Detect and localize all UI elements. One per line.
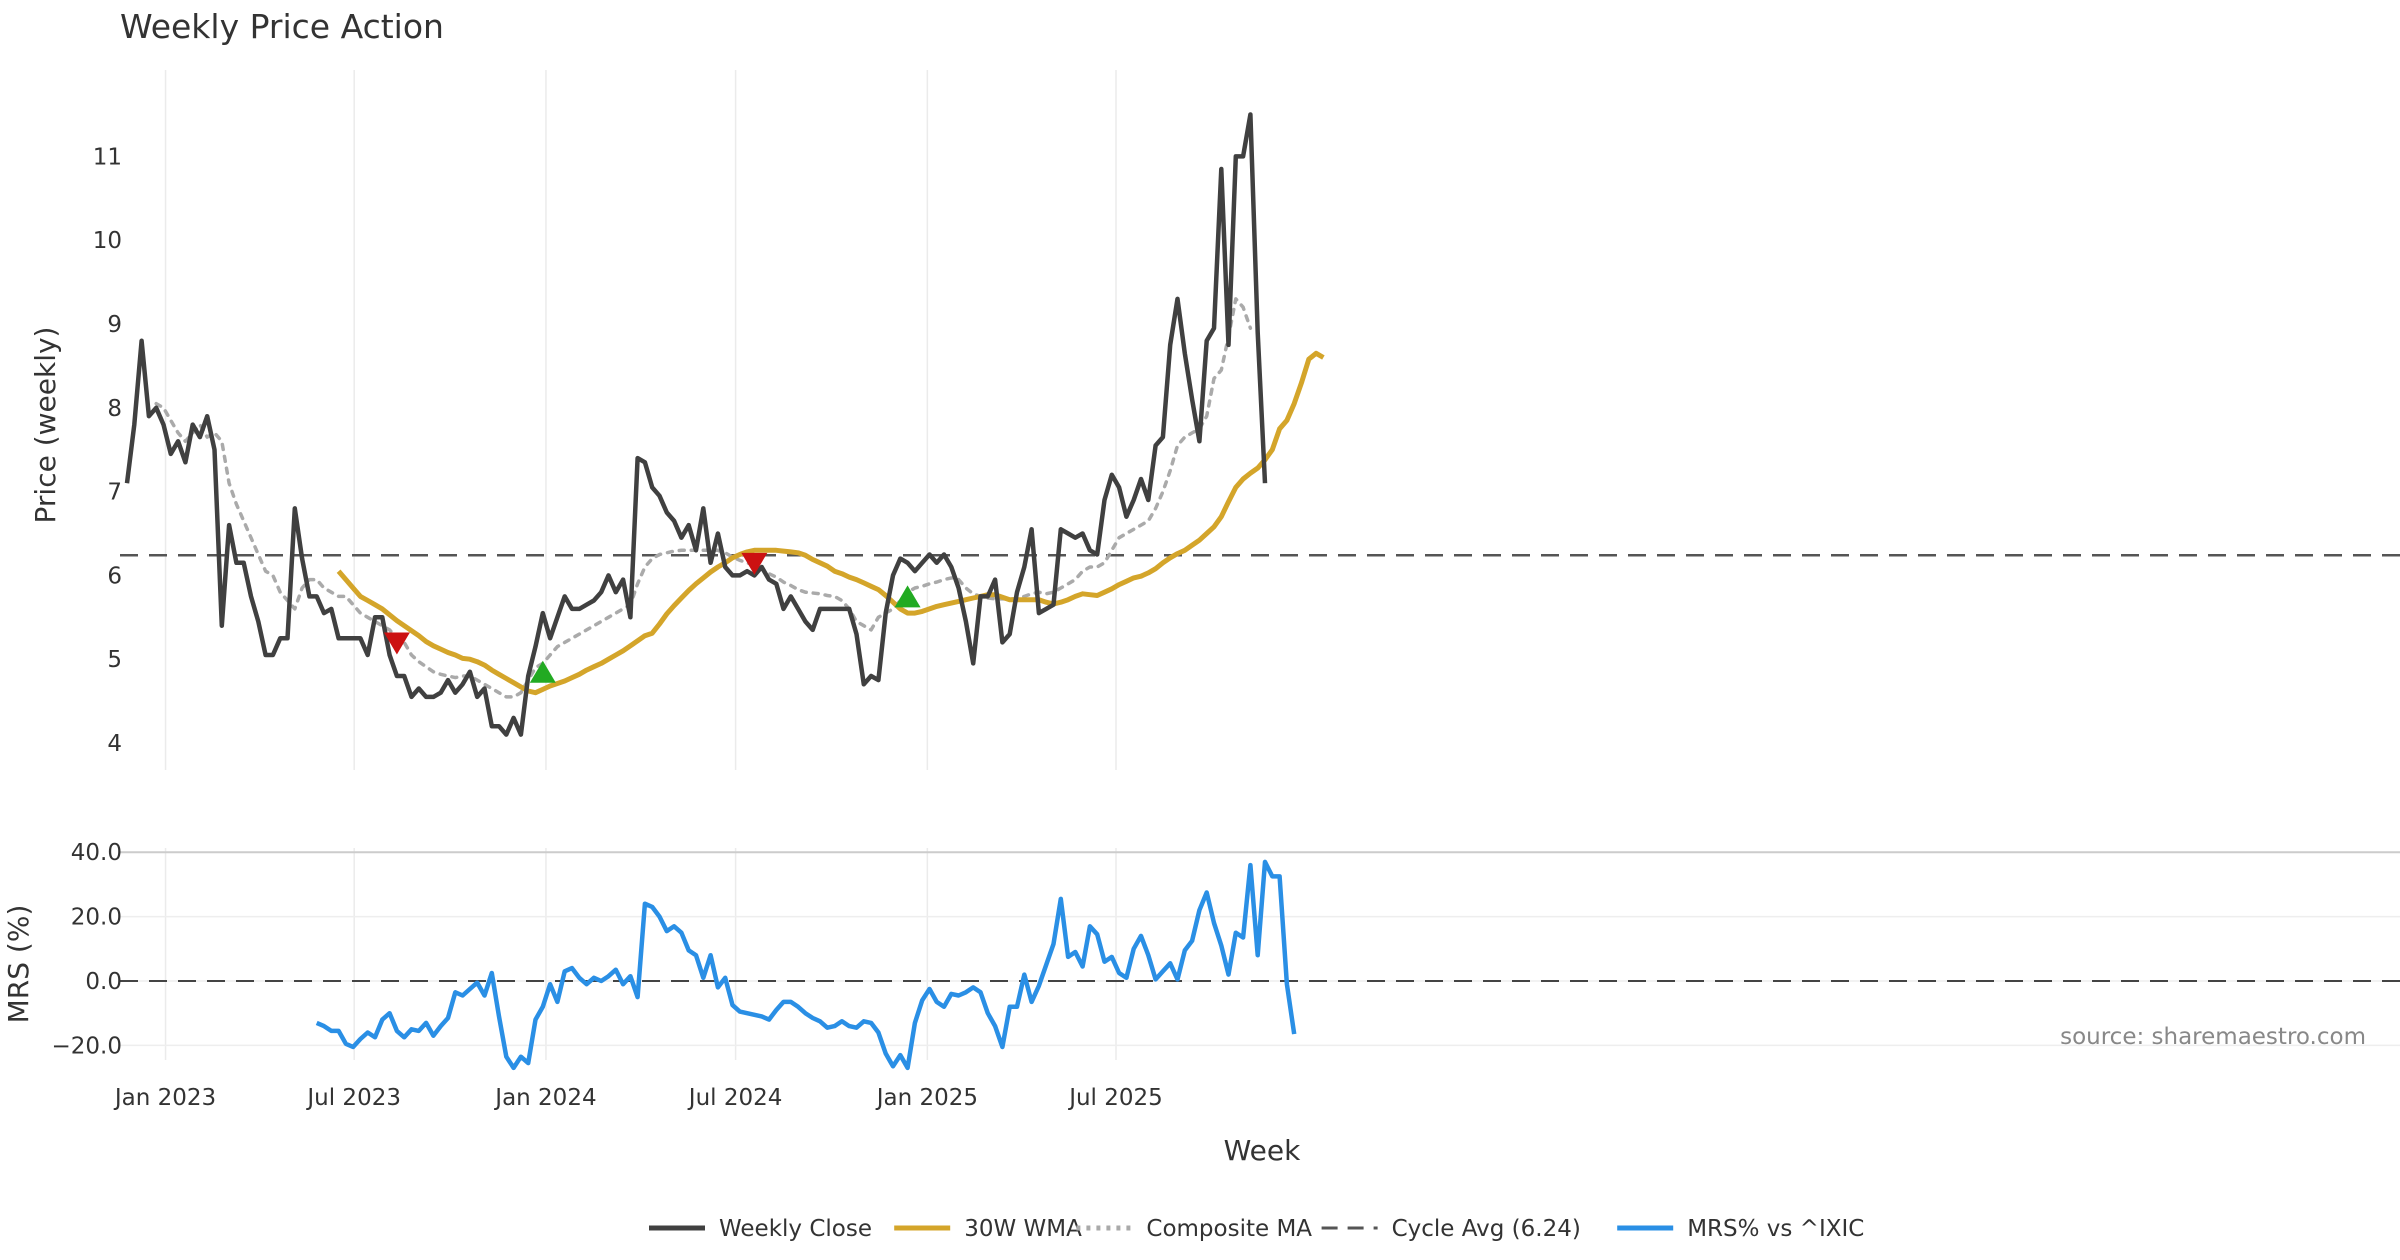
legend-label: 30W WMA bbox=[964, 1216, 1082, 1242]
mrs-y-tick-label: −20.0 bbox=[52, 1033, 122, 1059]
price-y-tick-label: 7 bbox=[107, 480, 122, 506]
legend-item: Cycle Avg (6.24) bbox=[1321, 1216, 1581, 1242]
mrs-y-tick-label: 0.0 bbox=[85, 969, 122, 995]
legend-item: Weekly Close bbox=[649, 1216, 872, 1242]
price-y-ticks: 4 5 6 7 8 9 10 11 bbox=[93, 144, 122, 757]
price-y-tick-label: 8 bbox=[107, 396, 122, 422]
sell-signal-marker bbox=[383, 632, 410, 655]
x-tick-label: Jul 2024 bbox=[687, 1085, 783, 1111]
30w-wma-line bbox=[336, 350, 1325, 696]
legend-item: Composite MA bbox=[1076, 1216, 1312, 1242]
x-axis-title: Week bbox=[1224, 1134, 1301, 1167]
x-tick-labels: Jan 2023 Jul 2023 Jan 2024 Jul 2024 Jan 2025… bbox=[113, 1085, 1163, 1111]
price-grid bbox=[164, 70, 1117, 770]
signal-markers bbox=[383, 552, 921, 683]
price-y-tick-label: 9 bbox=[107, 312, 122, 338]
x-tick-label: Jan 2023 bbox=[113, 1085, 216, 1111]
legend-item: MRS% vs ^IXIC bbox=[1617, 1216, 1864, 1242]
x-tick-label: Jan 2025 bbox=[875, 1085, 978, 1111]
price-y-tick-label: 5 bbox=[107, 647, 122, 673]
sell-signal-marker bbox=[741, 552, 768, 575]
legend-label: Cycle Avg (6.24) bbox=[1392, 1216, 1581, 1242]
legend-label: MRS% vs ^IXIC bbox=[1687, 1216, 1864, 1242]
mrs-y-ticks: −20.0 0.0 20.0 40.0 bbox=[52, 840, 122, 1059]
chart-title: Weekly Price Action bbox=[120, 7, 444, 46]
mrs-line bbox=[315, 859, 1297, 1071]
mrs-y-tick-label: 40.0 bbox=[71, 840, 122, 866]
legend: Weekly Close 30W WMA Composite MA Cycle Avg… bbox=[649, 1216, 1864, 1242]
price-y-tick-label: 10 bbox=[93, 228, 122, 254]
price-y-tick-label: 4 bbox=[107, 731, 122, 757]
composite-ma-line bbox=[154, 297, 1253, 699]
price-series-group bbox=[120, 112, 2400, 737]
price-y-tick-label: 6 bbox=[107, 563, 122, 589]
legend-item: 30W WMA bbox=[894, 1216, 1082, 1242]
source-annotation: source: sharemaestro.com bbox=[2060, 1024, 2366, 1050]
mrs-series-group bbox=[315, 859, 1297, 1071]
x-tick-label: Jul 2023 bbox=[305, 1085, 401, 1111]
price-y-tick-label: 11 bbox=[93, 144, 122, 170]
legend-label: Composite MA bbox=[1146, 1216, 1312, 1242]
buy-signal-marker bbox=[529, 660, 556, 683]
x-tick-label: Jul 2025 bbox=[1067, 1085, 1163, 1111]
price-y-axis-title: Price (weekly) bbox=[29, 327, 62, 524]
mrs-y-axis-title: MRS (%) bbox=[2, 905, 35, 1024]
weekly-close-line bbox=[124, 112, 1268, 737]
buy-signal-marker bbox=[894, 585, 921, 608]
x-tick-label: Jan 2024 bbox=[493, 1085, 596, 1111]
mrs-y-tick-label: 20.0 bbox=[71, 905, 122, 931]
legend-label: Weekly Close bbox=[719, 1216, 872, 1242]
